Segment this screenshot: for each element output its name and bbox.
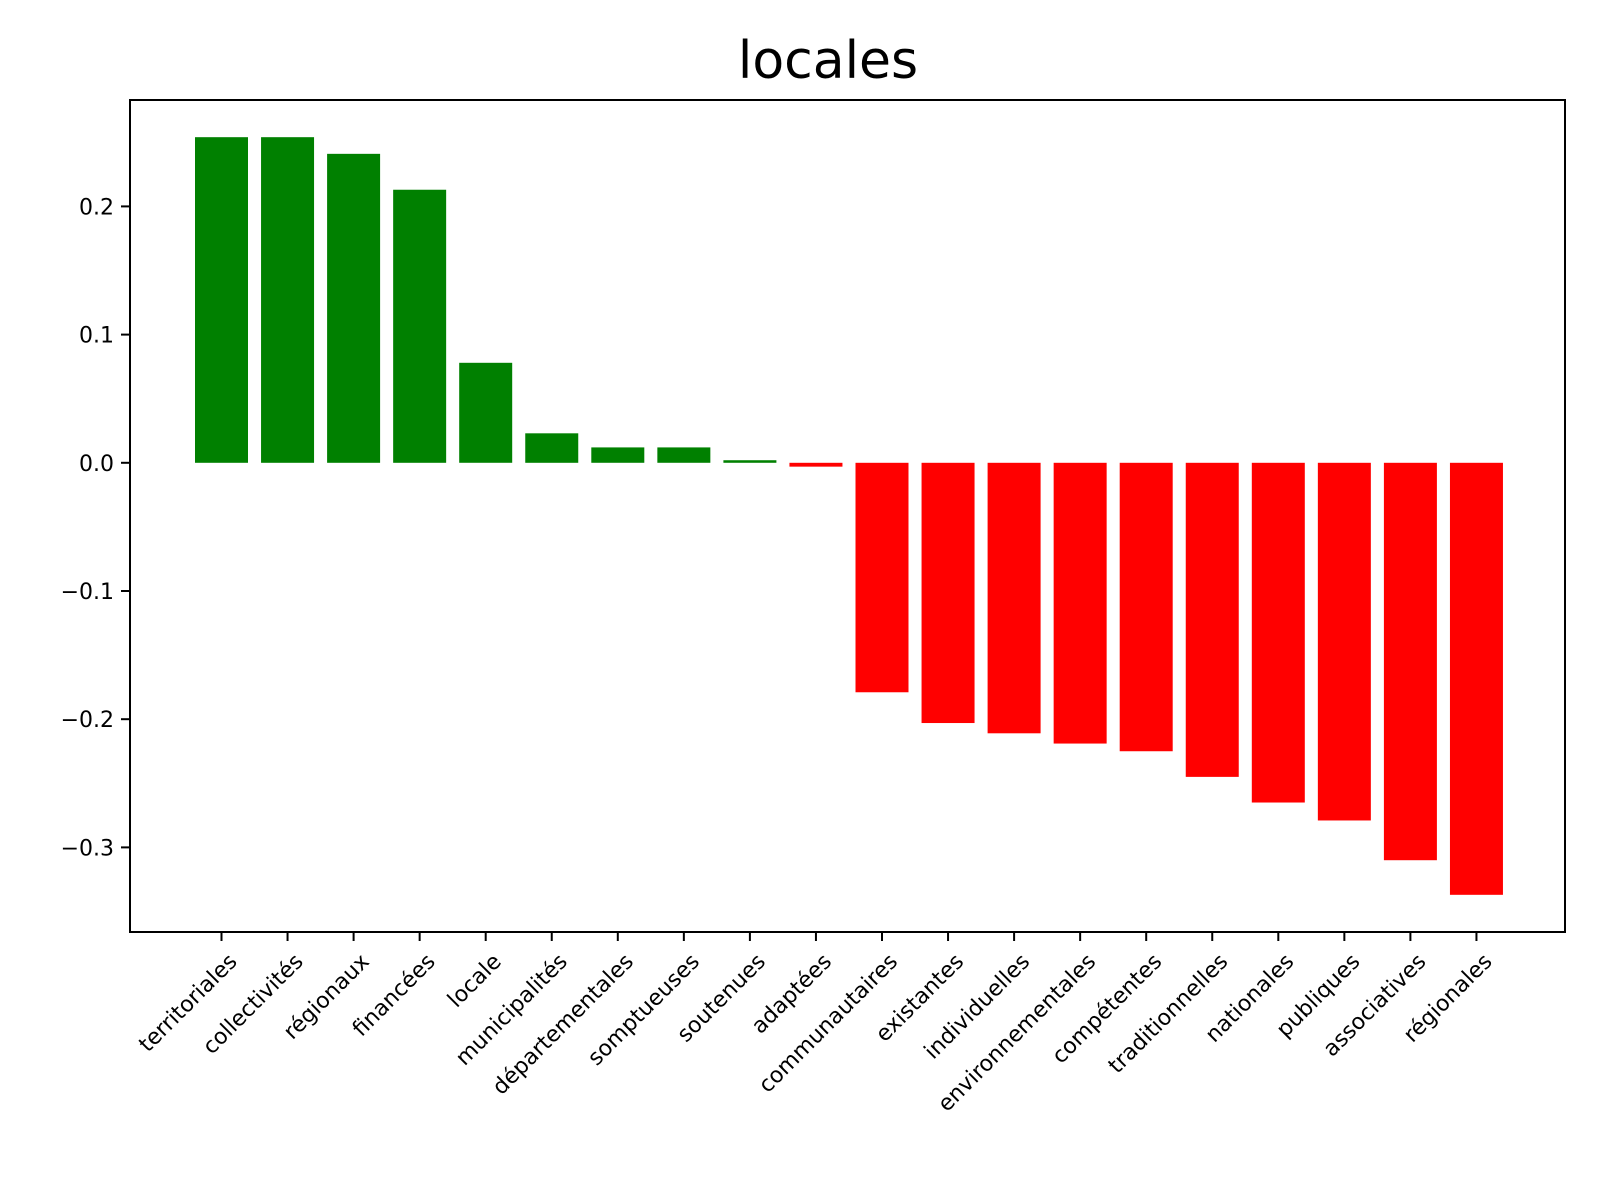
bar-locale — [459, 362, 513, 463]
y-tick-label: −0.3 — [61, 836, 114, 861]
bar-associatives — [1383, 462, 1437, 861]
plot-frame — [129, 99, 1566, 933]
chart-title: locales — [738, 31, 918, 91]
bar-soutenues — [723, 460, 777, 463]
bar-financées — [393, 189, 447, 463]
bar-municipalités — [525, 433, 579, 463]
bar-territoriales — [195, 137, 248, 463]
bar-départementales — [591, 447, 645, 463]
bar-somptueuses — [657, 447, 711, 463]
x-axis: territorialescollectivitésrégionauxfinan… — [134, 932, 1497, 1117]
y-tick-label: −0.2 — [61, 708, 114, 733]
y-tick-label: 0.0 — [79, 452, 114, 477]
bar-régionaux — [327, 153, 381, 463]
y-tick-label: 0.2 — [79, 195, 114, 220]
bar-communautaires — [855, 462, 909, 693]
y-axis: 0.2 0.1 0.0 −0.1 −0.2 −0.3 — [61, 195, 130, 861]
bar-compétentes — [1119, 462, 1173, 752]
bar-publiques — [1317, 462, 1371, 821]
bar-régionales — [1449, 462, 1503, 895]
bars-group — [195, 137, 1503, 895]
y-tick-label: −0.1 — [61, 580, 114, 605]
x-tick-label: traditionnelles — [1104, 949, 1233, 1078]
bar-traditionnelles — [1185, 462, 1239, 777]
bar-adaptées — [789, 462, 843, 467]
bar-existantes — [921, 462, 975, 724]
bar-environnementales — [1053, 462, 1107, 744]
bar-collectivités — [261, 137, 315, 463]
bar-individuelles — [987, 462, 1041, 734]
y-tick-label: 0.1 — [79, 324, 114, 349]
x-tick-label: locale — [443, 949, 506, 1012]
bar-nationales — [1251, 462, 1305, 803]
